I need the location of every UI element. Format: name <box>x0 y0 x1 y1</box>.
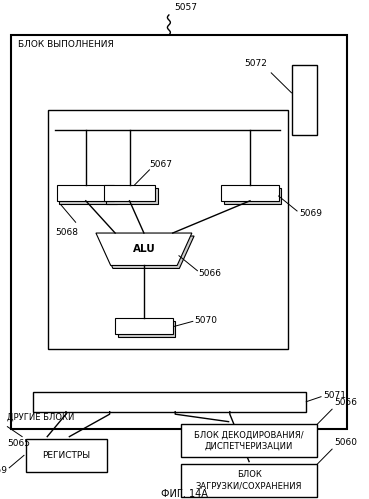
Text: 5072: 5072 <box>245 59 268 68</box>
Polygon shape <box>98 236 194 268</box>
Text: 5067: 5067 <box>149 160 172 169</box>
Bar <box>57 185 114 201</box>
Text: 5059: 5059 <box>0 466 7 475</box>
Text: БЛОК
ЗАГРУЗКИ/СОХРАНЕНИЯ: БЛОК ЗАГРУЗКИ/СОХРАНЕНИЯ <box>196 470 302 491</box>
Bar <box>181 424 317 457</box>
Bar <box>117 321 175 337</box>
Text: 5069: 5069 <box>299 209 322 218</box>
Bar <box>224 188 281 204</box>
Bar <box>59 188 117 204</box>
Text: 5066: 5066 <box>199 268 221 278</box>
Text: 5068: 5068 <box>55 228 78 237</box>
Text: 5070: 5070 <box>194 316 217 325</box>
Bar <box>11 35 347 429</box>
Bar <box>106 188 158 204</box>
Bar <box>33 392 306 412</box>
Bar <box>221 185 279 201</box>
Bar <box>26 439 107 472</box>
Bar <box>181 464 317 497</box>
Text: БЛОК ВЫПОЛНЕНИЯ: БЛОК ВЫПОЛНЕНИЯ <box>18 40 114 49</box>
Text: 5065: 5065 <box>7 439 30 448</box>
Bar <box>115 318 172 334</box>
Text: 5060: 5060 <box>334 438 357 447</box>
Bar <box>104 185 155 201</box>
Text: ДРУГИЕ БЛОКИ: ДРУГИЕ БЛОКИ <box>7 413 75 422</box>
Text: 5056: 5056 <box>334 398 357 407</box>
Polygon shape <box>96 233 192 265</box>
Text: ALU: ALU <box>132 244 155 254</box>
Text: 5071: 5071 <box>323 391 346 400</box>
Text: ФИГ. 14А: ФИГ. 14А <box>161 489 208 499</box>
Text: РЕГИСТРЫ: РЕГИСТРЫ <box>42 451 90 460</box>
Text: БЛОК ДЕКОДИРОВАНИЯ/
ДИСПЕТЧЕРИЗАЦИИ: БЛОК ДЕКОДИРОВАНИЯ/ ДИСПЕТЧЕРИЗАЦИИ <box>194 430 304 451</box>
Text: 5057: 5057 <box>175 3 197 12</box>
Bar <box>292 65 317 135</box>
Bar <box>48 110 288 349</box>
